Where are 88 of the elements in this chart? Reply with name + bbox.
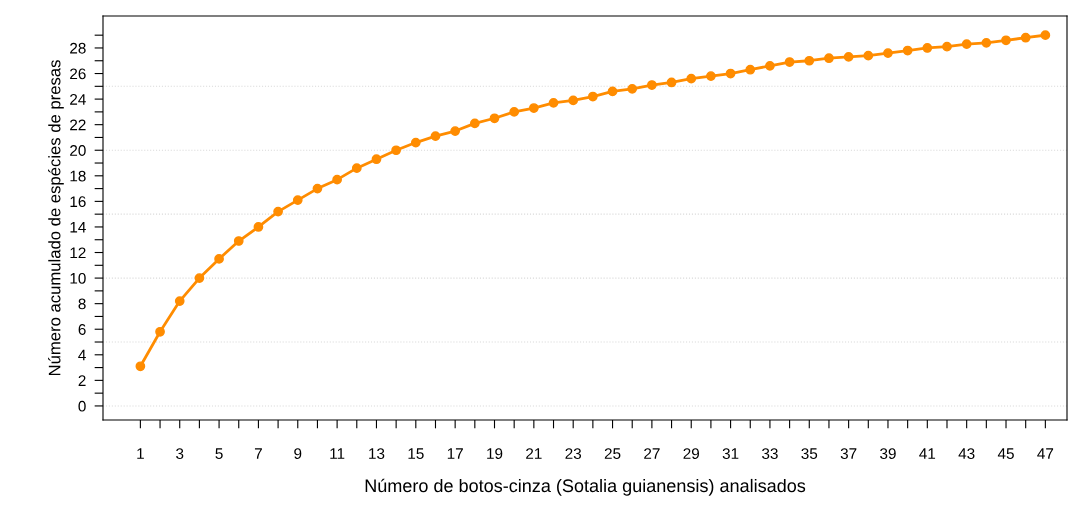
point xyxy=(824,53,834,64)
point xyxy=(450,126,461,136)
point xyxy=(863,50,874,61)
x-tick-label: 31 xyxy=(722,448,739,459)
x-tick-label: 13 xyxy=(369,448,385,459)
y-tick-label: 16 xyxy=(70,196,86,208)
point xyxy=(883,48,893,58)
y-tick-label: 2 xyxy=(78,375,86,386)
x-tick-label: 5 xyxy=(215,448,223,459)
point xyxy=(214,254,224,264)
y-tick-label: 10 xyxy=(70,272,86,284)
point xyxy=(410,137,421,148)
x-tick-label: 21 xyxy=(526,448,542,459)
x-tick-label: 47 xyxy=(1037,448,1054,459)
point xyxy=(784,57,795,67)
x-tick-label: 41 xyxy=(919,448,936,459)
x-tick-label: 29 xyxy=(683,448,700,459)
point xyxy=(391,145,401,156)
y-tick-label: 26 xyxy=(70,68,86,80)
x-tick-label: 9 xyxy=(294,448,302,459)
y-tick-label: 22 xyxy=(70,119,86,131)
x-axis-title: Número de botos-cinza (Sotalia guianensis) analisados xyxy=(365,478,806,496)
x-tick-label: 43 xyxy=(958,448,975,459)
x-tick-label: 1 xyxy=(137,448,144,459)
point xyxy=(194,273,205,283)
point xyxy=(607,86,618,97)
y-tick-label: 8 xyxy=(78,298,86,310)
x-tick-label: 15 xyxy=(408,448,424,459)
point xyxy=(568,95,579,106)
point xyxy=(469,118,480,129)
point xyxy=(725,68,736,79)
point xyxy=(233,236,244,246)
y-tick-label: 6 xyxy=(78,324,86,335)
x-tick-label: 25 xyxy=(604,448,621,459)
x-tick-label: 35 xyxy=(801,448,818,459)
x-tick-label: 11 xyxy=(330,448,345,459)
point xyxy=(1020,32,1031,43)
point xyxy=(528,103,539,113)
point xyxy=(765,60,775,71)
point xyxy=(430,131,441,142)
y-tick-label: 28 xyxy=(70,42,86,54)
point xyxy=(253,222,264,232)
x-tick-label: 19 xyxy=(487,448,503,459)
point xyxy=(371,154,382,165)
point xyxy=(489,113,500,124)
x-tick-label: 27 xyxy=(644,448,660,459)
y-tick-label: 12 xyxy=(70,247,86,259)
y-tick-label: 18 xyxy=(70,170,86,182)
point xyxy=(332,174,342,185)
y-axis-title: Número acumulado de espécies de presas xyxy=(48,60,64,376)
x-tick-label: 37 xyxy=(840,448,857,459)
point xyxy=(312,183,323,194)
y-tick-label: 24 xyxy=(70,93,86,105)
point xyxy=(961,39,972,49)
point xyxy=(922,43,933,53)
point xyxy=(135,361,146,372)
point xyxy=(843,52,854,62)
point xyxy=(548,98,559,108)
point xyxy=(942,41,952,52)
x-tick-label: 45 xyxy=(997,448,1014,459)
point xyxy=(647,80,657,90)
point xyxy=(174,296,185,306)
y-tick-label: 14 xyxy=(70,221,86,233)
point xyxy=(706,71,716,81)
point xyxy=(588,91,598,102)
point xyxy=(1040,30,1051,41)
x-tick-label: 23 xyxy=(565,448,582,459)
y-tick-label: 4 xyxy=(78,349,86,361)
point xyxy=(902,45,913,56)
x-tick-label: 17 xyxy=(447,448,463,459)
point xyxy=(273,206,283,217)
point xyxy=(666,77,677,88)
point xyxy=(292,195,303,205)
x-tick-label: 33 xyxy=(762,448,778,459)
point xyxy=(686,73,697,84)
point xyxy=(627,84,638,94)
point xyxy=(804,55,815,66)
point xyxy=(351,163,362,174)
x-tick-label: 3 xyxy=(176,448,184,459)
y-tick-label: 20 xyxy=(70,145,86,156)
point xyxy=(981,37,992,48)
point xyxy=(155,326,165,337)
point xyxy=(745,64,756,75)
x-tick-label: 39 xyxy=(880,448,896,459)
x-tick-label: 7 xyxy=(254,448,262,459)
y-tick-label: 0 xyxy=(78,400,86,412)
point xyxy=(509,107,520,117)
point xyxy=(1001,35,1011,46)
